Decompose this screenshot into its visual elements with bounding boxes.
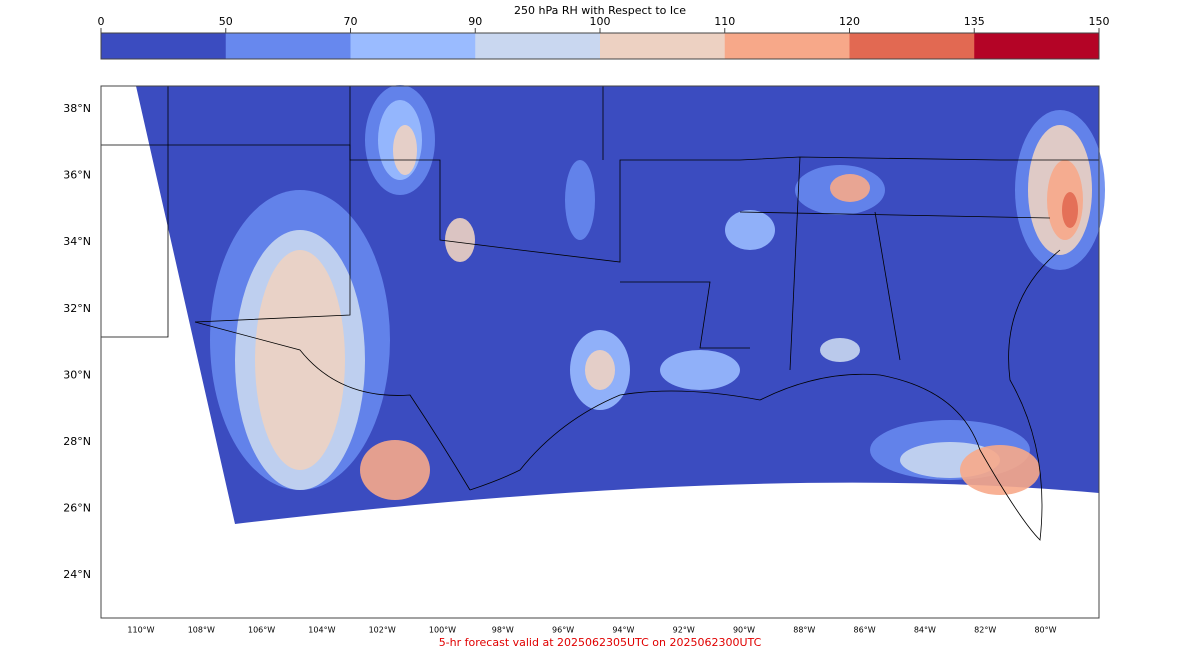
longitude-label: 82°W <box>974 626 996 635</box>
longitude-label: 84°W <box>914 626 936 635</box>
longitude-label: 102°W <box>369 626 396 635</box>
longitude-label: 104°W <box>308 626 335 635</box>
map <box>101 85 1105 618</box>
longitude-label: 92°W <box>673 626 695 635</box>
colorbar-tick-label: 150 <box>1089 15 1110 28</box>
rh-contour <box>393 125 417 175</box>
rh-contour <box>960 445 1040 495</box>
rh-contour <box>660 350 740 390</box>
longitude-label: 98°W <box>492 626 514 635</box>
colorbar-tick-label: 135 <box>964 15 985 28</box>
colorbar: 0 50 70 90 100 110 120 135 150 <box>98 15 1110 60</box>
colorbar-segment <box>724 33 850 59</box>
forecast-caption: 5-hr forecast valid at 2025062305UTC on … <box>439 636 762 649</box>
latitude-label: 32°N <box>63 302 91 315</box>
longitude-label: 100°W <box>429 626 456 635</box>
longitude-label: 88°W <box>793 626 815 635</box>
rh-contour <box>820 338 860 362</box>
rh-contour <box>1062 192 1078 228</box>
rh-contour <box>830 174 870 202</box>
longitude-label: 86°W <box>854 626 876 635</box>
longitude-label: 96°W <box>552 626 574 635</box>
boundary-line <box>789 156 801 371</box>
colorbar-tick-label: 70 <box>344 15 358 28</box>
colorbar-title: 250 hPa RH with Respect to Ice <box>514 4 686 17</box>
boundary-line <box>101 86 169 338</box>
rh-contour <box>725 210 775 250</box>
colorbar-segment <box>600 33 726 59</box>
boundary-line <box>194 321 471 491</box>
longitude-label: 110°W <box>127 626 154 635</box>
colorbar-tick-label: 50 <box>219 15 233 28</box>
boundary-line <box>739 156 1099 161</box>
rh-contour <box>445 218 475 262</box>
latitude-label: 24°N <box>63 568 91 581</box>
colorbar-tick-label: 120 <box>839 15 860 28</box>
map-frame <box>100 85 1100 619</box>
colorbar-segment <box>350 33 476 59</box>
colorbar-segment <box>225 33 351 59</box>
latitude-label: 30°N <box>63 368 91 381</box>
colorbar-tick-label: 90 <box>468 15 482 28</box>
latitude-label: 26°N <box>63 502 91 515</box>
boundary-line <box>194 86 351 323</box>
latitude-label: 36°N <box>63 169 91 182</box>
longitude-label: 108°W <box>188 626 215 635</box>
colorbar-tick-label: 0 <box>98 15 105 28</box>
boundary-line <box>469 249 1061 541</box>
boundary-line <box>874 211 901 361</box>
rh-contour <box>360 440 430 500</box>
rh-contour <box>565 160 595 240</box>
latitude-label: 38°N <box>63 102 91 115</box>
longitude-label: 94°W <box>612 626 634 635</box>
longitude-label: 80°W <box>1034 626 1056 635</box>
rh-contour <box>585 350 615 390</box>
colorbar-segment <box>974 33 1100 59</box>
colorbar-segment <box>475 33 601 59</box>
colorbar-segment <box>101 33 227 59</box>
latitude-label: 34°N <box>63 235 91 248</box>
colorbar-segment <box>849 33 975 59</box>
boundary-line <box>620 281 750 349</box>
longitude-label: 106°W <box>248 626 275 635</box>
colorbar-tick-label: 110 <box>714 15 735 28</box>
colorbar-tick-label: 100 <box>590 15 611 28</box>
rh-contour <box>255 250 345 470</box>
latitude-label: 28°N <box>63 435 91 448</box>
boundary-line <box>739 211 1051 219</box>
longitude-label: 90°W <box>733 626 755 635</box>
